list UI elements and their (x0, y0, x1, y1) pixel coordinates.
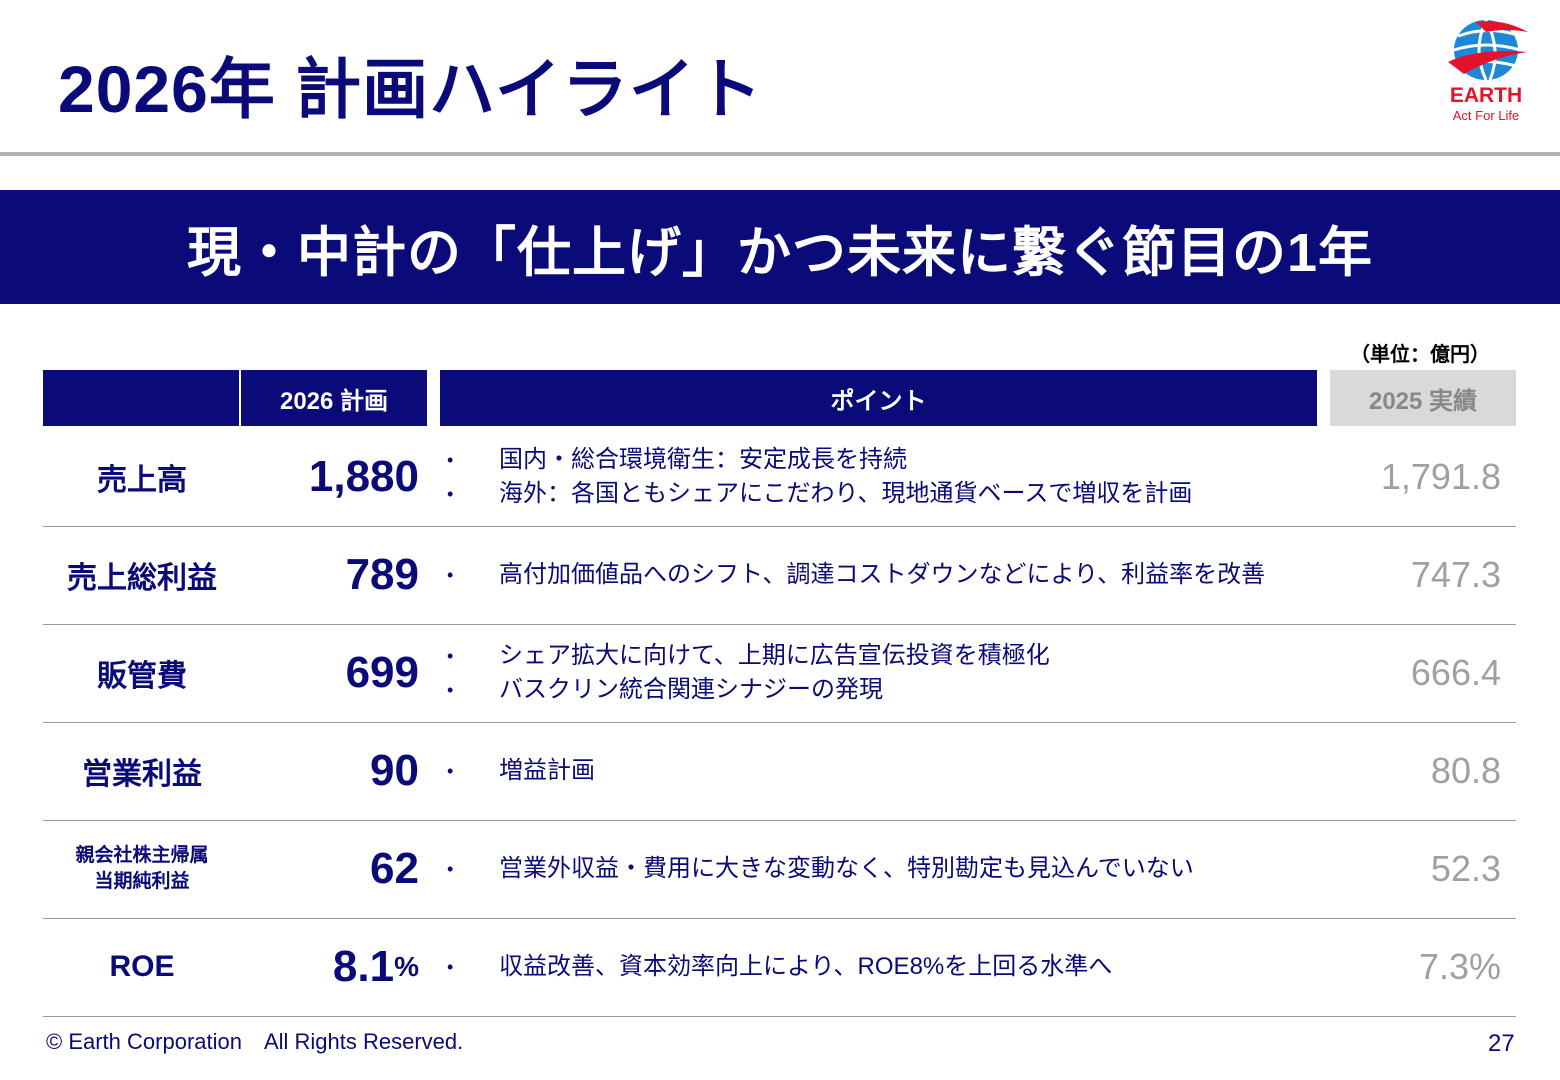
actual-value: 1,791.8 (1380, 456, 1501, 497)
table-row-sga: 販管費 699 • シェア拡大に向けて、上期に広告宣伝投資を積極化 • バスクリン統… (43, 624, 1516, 723)
point-item: • 海外：各国ともシェアにこだわり、現地通貨ベースで増収を計画 (447, 480, 1193, 507)
actual-value: 7.3% (1418, 946, 1501, 987)
unit-label: （単位：億円） (1350, 344, 1490, 366)
point-item: • 増益計画 (447, 757, 595, 784)
actual-value: 747.3 (1410, 554, 1501, 595)
plan-value: 90 (370, 746, 419, 795)
actual-value: 80.8 (1430, 750, 1501, 791)
plan-value: 699 (345, 648, 419, 697)
plan-value: 789 (345, 550, 419, 599)
plan-value: 62 (370, 844, 419, 893)
page-title: 2026年 計画ハイライト (58, 52, 763, 126)
row-label: 営業利益 (82, 758, 202, 791)
points-list: • 収益改善、資本効率向上により、ROE8%を上回る水準へ (443, 918, 1323, 1016)
point-item: • 国内・総合環境衛生：安定成長を持続 (447, 446, 907, 473)
points-list: • 高付加価値品へのシフト、調達コストダウンなどにより、利益率を改善 (443, 526, 1323, 624)
row-label: 販管費 (97, 660, 187, 693)
points-list: • シェア拡大に向けて、上期に広告宣伝投資を積極化 • バスクリン統合関連シナジーの… (443, 624, 1323, 722)
row-label: 売上総利益 (67, 562, 217, 595)
page-number: 27 (1488, 1030, 1515, 1057)
row-label: 親会社株主帰属 当期純利益 (75, 845, 209, 892)
header-divider (0, 152, 1560, 156)
header-plan: 2026 計画 (241, 370, 427, 426)
globe-icon (1448, 19, 1528, 81)
logo-name: EARTH (1449, 84, 1523, 107)
earth-logo: EARTH Act For Life (1440, 18, 1540, 128)
plan-value: 1,880 (308, 452, 419, 501)
point-item: • 営業外収益・費用に大きな変動なく、特別勘定も見込んでいない (447, 855, 1194, 882)
point-item: • バスクリン統合関連シナジーの発現 (447, 676, 883, 703)
table-row-gross-profit: 売上総利益 789 • 高付加価値品へのシフト、調達コストダウンなどにより、利益率… (43, 526, 1516, 625)
table-row-roe: ROE 8.1% • 収益改善、資本効率向上により、ROE8%を上回る水準へ 7.… (43, 918, 1516, 1017)
table-row-sales: 売上高 1,880 • 国内・総合環境衛生：安定成長を持続 • 海外：各国ともシェア… (43, 428, 1516, 527)
points-list: • 営業外収益・費用に大きな変動なく、特別勘定も見込んでいない (443, 820, 1323, 918)
point-item: • 収益改善、資本効率向上により、ROE8%を上回る水準へ (447, 953, 1113, 980)
point-item: • 高付加価値品へのシフト、調達コストダウンなどにより、利益率を改善 (447, 561, 1266, 588)
table-row-net-income: 親会社株主帰属 当期純利益 62 • 営業外収益・費用に大きな変動なく、特別勘定も見… (43, 820, 1516, 919)
header-points: ポイント (440, 370, 1317, 426)
logo-tagline: Act For Life (1452, 108, 1520, 123)
header-actual: 2025 実績 (1330, 370, 1516, 426)
actual-value: 666.4 (1410, 652, 1501, 693)
actual-value: 52.3 (1430, 848, 1501, 889)
row-label: ROE (109, 950, 175, 983)
table-row-operating-profit: 営業利益 90 • 増益計画 80.8 (43, 722, 1516, 821)
points-list: • 国内・総合環境衛生：安定成長を持続 • 海外：各国ともシェアにこだわり、現地通貨… (443, 428, 1323, 526)
points-list: • 増益計画 (443, 722, 1323, 820)
header-blank-cell (43, 370, 239, 426)
plan-value: 8.1% (332, 942, 419, 991)
point-item: • シェア拡大に向けて、上期に広告宣伝投資を積極化 (447, 642, 1050, 669)
row-label: 売上高 (97, 464, 187, 497)
theme-banner: 現・中計の「仕上げ」かつ未来に繋ぐ節目の1年 (0, 190, 1560, 304)
copyright: © Earth Corporation All Rights Reserved. (46, 1029, 464, 1054)
